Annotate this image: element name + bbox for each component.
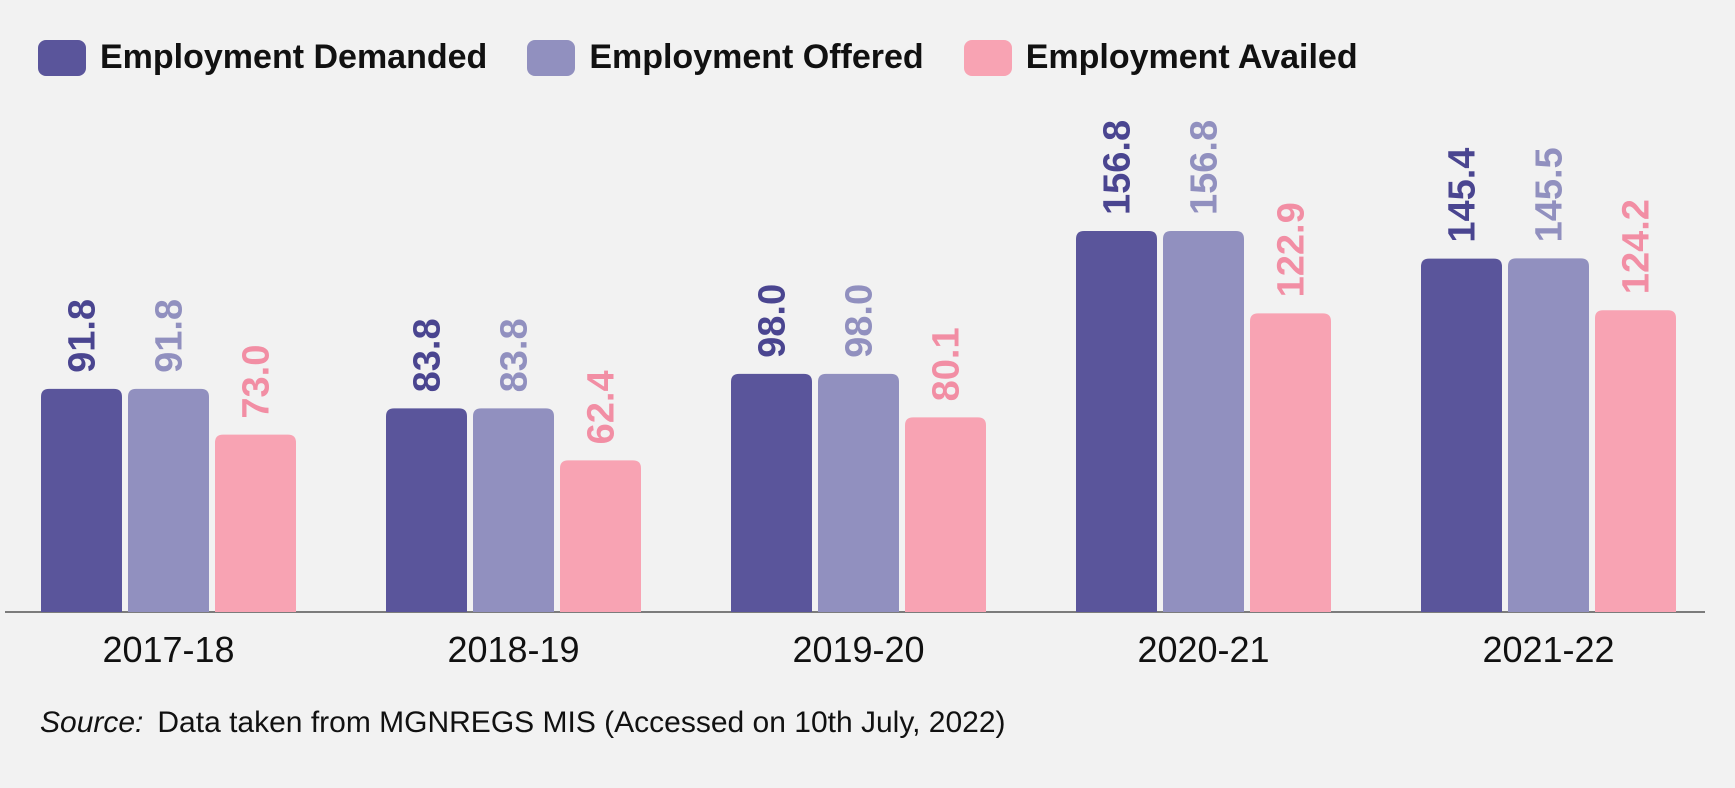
x-tick-label-2019-20: 2019-20 <box>792 629 924 670</box>
bar-2019-20-0 <box>731 373 812 612</box>
bar-2018-19-2 <box>560 460 641 612</box>
legend-item-availed: Employment Availed <box>963 38 1358 77</box>
source-prefix: Source: <box>40 706 144 739</box>
legend-item-demanded: Employment Demanded <box>38 38 487 77</box>
bar-2021-22-2 <box>1595 310 1676 612</box>
bar-chart: 91.8 91.8 73.0 2017-18 83.8 83.8 62.4 2018-19 98… <box>5 120 1705 670</box>
legend-label-offered: Employment Offered <box>589 38 924 76</box>
legend-swatch-offered <box>527 39 576 76</box>
data-label-2018-19-2: 62.4 <box>581 370 623 444</box>
legend-item-offered: Employment Offered <box>527 38 924 77</box>
bar-2019-20-1 <box>818 373 899 612</box>
bar-2020-21-2 <box>1250 313 1331 612</box>
data-label-2019-20-0: 98.0 <box>752 284 794 358</box>
bar-2019-20-2 <box>905 417 986 612</box>
data-label-2019-20-1: 98.0 <box>839 284 881 358</box>
data-label-2017-18-2: 73.0 <box>236 345 278 419</box>
x-tick-label-2017-18: 2017-18 <box>102 629 234 670</box>
bar-2017-18-2 <box>215 434 296 612</box>
data-label-2021-22-2: 124.2 <box>1616 199 1658 294</box>
data-label-2021-22-1: 145.5 <box>1529 147 1571 242</box>
data-label-2019-20-2: 80.1 <box>926 327 968 401</box>
data-label-2021-22-0: 145.4 <box>1442 148 1484 243</box>
data-label-2017-18-0: 91.8 <box>62 299 104 373</box>
bar-2021-22-1 <box>1508 258 1589 612</box>
bar-2017-18-1 <box>128 388 209 612</box>
data-label-2020-21-1: 156.8 <box>1184 120 1226 215</box>
legend-label-demanded: Employment Demanded <box>100 38 488 76</box>
source-note: Source: Data taken from MGNREGS MIS (Acce… <box>40 706 1006 740</box>
x-tick-label-2021-22: 2021-22 <box>1482 629 1614 670</box>
source-text: Data taken from MGNREGS MIS (Accessed on… <box>157 706 1006 739</box>
data-label-2020-21-2: 122.9 <box>1271 202 1313 297</box>
bar-2020-21-1 <box>1163 230 1244 612</box>
data-label-2020-21-0: 156.8 <box>1097 120 1139 215</box>
x-tick-label-2020-21: 2020-21 <box>1137 629 1269 670</box>
legend-label-availed: Employment Availed <box>1025 38 1358 76</box>
bar-2018-19-1 <box>473 408 554 612</box>
bar-2018-19-0 <box>386 408 467 612</box>
data-label-2018-19-1: 83.8 <box>494 318 536 392</box>
data-label-2018-19-0: 83.8 <box>407 318 449 392</box>
bar-2017-18-0 <box>41 388 122 612</box>
bar-2021-22-0 <box>1421 258 1502 612</box>
legend-swatch-availed <box>963 39 1012 76</box>
data-label-2017-18-1: 91.8 <box>149 299 191 373</box>
x-tick-label-2018-19: 2018-19 <box>447 629 579 670</box>
chart-legend: Employment Demanded Employment Offered E… <box>38 38 1398 77</box>
bar-2020-21-0 <box>1076 230 1157 612</box>
legend-swatch-demanded <box>38 39 86 76</box>
